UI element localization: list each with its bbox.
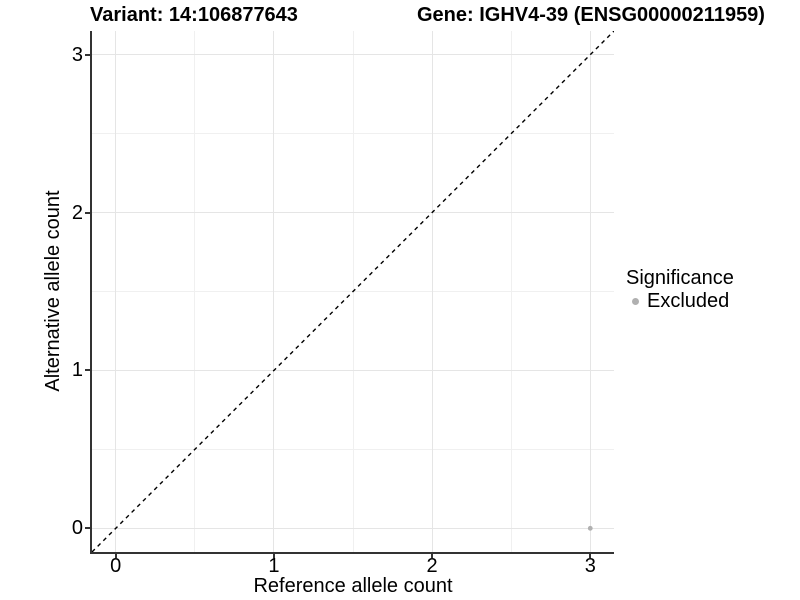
legend-key-dot-icon: [632, 297, 639, 305]
x-tick-mark: [431, 554, 434, 558]
minor-gridline-h: [92, 133, 614, 135]
major-gridline-h: [92, 212, 614, 214]
y-axis-title: Alternative allele count: [42, 190, 64, 392]
y-tick-label: 1: [71, 359, 83, 382]
legend-title: Significance: [626, 267, 734, 289]
major-gridline-v: [589, 31, 591, 552]
y-tick-mark: [85, 369, 90, 372]
plot-layer: [92, 31, 614, 552]
identity-line: [92, 31, 614, 552]
x-tick-mark: [589, 554, 592, 558]
major-gridline-v: [431, 31, 433, 552]
x-tick-label: 3: [584, 555, 596, 577]
major-gridline-h: [92, 527, 614, 529]
x-tick-label: 0: [110, 555, 122, 577]
plot-title-variant: Variant: 14:106877643: [90, 4, 298, 26]
legend: Significance Excluded: [626, 267, 734, 312]
plot-panel: [92, 31, 614, 552]
legend-item-excluded: Excluded: [626, 290, 734, 312]
x-axis-title: Reference allele count: [253, 575, 453, 597]
y-tick-mark: [85, 211, 90, 214]
x-tick-mark: [272, 554, 275, 558]
major-gridline-v: [273, 31, 275, 552]
x-tick-mark: [114, 554, 117, 558]
data-point: [587, 525, 593, 531]
y-tick-mark: [85, 527, 90, 530]
plot-title-gene: Gene: IGHV4-39 (ENSG00000211959): [417, 4, 765, 26]
y-tick-mark: [85, 53, 90, 56]
minor-gridline-h: [92, 448, 614, 450]
y-tick-label: 0: [71, 517, 83, 540]
major-gridline-h: [92, 369, 614, 371]
legend-item-label: Excluded: [647, 290, 730, 312]
y-tick-label: 3: [71, 43, 83, 66]
x-axis-line: [90, 552, 614, 554]
x-tick-label: 2: [426, 555, 438, 577]
x-tick-label: 1: [268, 555, 280, 577]
y-tick-label: 2: [71, 201, 83, 224]
major-gridline-h: [92, 54, 614, 56]
major-gridline-v: [115, 31, 117, 552]
y-axis-line: [90, 31, 92, 554]
